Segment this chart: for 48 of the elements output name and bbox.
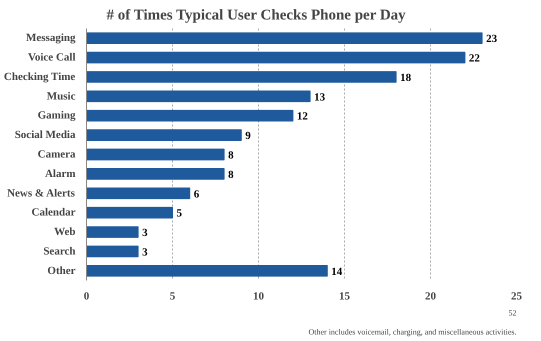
bar [86, 90, 311, 102]
bar [86, 264, 328, 277]
bar [86, 246, 139, 258]
chart-title: # of Times Typical User Checks Phone per Day [106, 8, 406, 24]
x-tick-label: 25 [511, 290, 522, 302]
bar [86, 148, 225, 160]
y-tick-label: Other [47, 264, 76, 277]
y-tick-label: Gaming [38, 110, 76, 122]
data-label: 3 [142, 227, 148, 240]
y-tick-label: Web [54, 226, 76, 238]
x-tick-label: 0 [84, 290, 90, 302]
data-label: 8 [228, 168, 234, 181]
y-tick-label: Messaging [26, 32, 76, 44]
bar [86, 71, 397, 83]
text: 52 [508, 308, 516, 318]
data-label: 12 [296, 110, 308, 123]
data-label: 23 [486, 33, 498, 46]
data-label: 14 [331, 266, 343, 278]
y-tick-label: Alarm [44, 168, 76, 180]
x-tick-label: 10 [253, 290, 264, 302]
data-label: 9 [245, 130, 252, 142]
data-label: 22 [468, 52, 480, 65]
data-label: 18 [400, 72, 412, 84]
x-tick-label: 15 [339, 290, 350, 302]
y-tick-label: Camera [38, 148, 76, 160]
data-label: 3 [142, 246, 148, 258]
x-tick-label: 20 [425, 290, 436, 302]
y-tick-label: Voice Call [28, 52, 76, 64]
bar [86, 110, 294, 122]
y-tick-label: Checking Time [4, 70, 76, 83]
text: Other includes voicemail, charging, and miscellaneous activities. [308, 328, 517, 336]
data-label: 8 [228, 150, 234, 162]
x-tick-label: 5 [170, 290, 176, 302]
bar [86, 32, 483, 44]
bar [86, 206, 173, 218]
data-label: 6 [194, 188, 200, 200]
y-tick-label: Search [43, 245, 76, 258]
y-tick-label: News & Alerts [7, 187, 76, 200]
bar [86, 226, 139, 238]
bar [86, 168, 225, 180]
data-label: 13 [314, 91, 326, 104]
y-tick-label: Calendar [32, 206, 76, 219]
y-tick-label: Social Media [14, 129, 76, 142]
bar [86, 187, 190, 200]
y-tick-label: Music [46, 90, 76, 102]
data-label: 5 [176, 208, 182, 220]
bar [86, 52, 466, 64]
bar [86, 129, 242, 141]
